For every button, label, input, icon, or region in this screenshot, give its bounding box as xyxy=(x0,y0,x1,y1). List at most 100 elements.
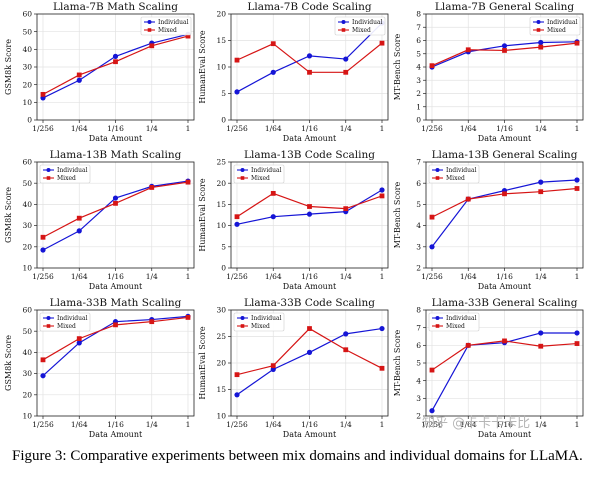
data-point-mixed xyxy=(343,206,349,212)
y-tick-label: 6 xyxy=(416,36,421,45)
watermark: 知乎 @卡卡卡卡比 xyxy=(422,416,531,431)
y-tick-label: 10 xyxy=(22,264,32,273)
y-tick-label: 20 xyxy=(22,242,32,251)
data-point-mixed xyxy=(113,59,118,65)
data-point-mixed xyxy=(429,367,435,373)
data-point-mixed xyxy=(185,33,191,39)
data-point-mixed xyxy=(234,214,240,220)
legend-label: Mixed xyxy=(158,27,177,34)
data-point-individual xyxy=(234,392,240,398)
y-tick-label: 10 xyxy=(216,412,226,421)
data-point-individual xyxy=(538,39,544,46)
data-point-individual xyxy=(112,195,119,201)
y-tick-label: 7 xyxy=(416,323,421,332)
data-point-mixed xyxy=(465,342,471,348)
chart-title: Llama-7B Math Scaling xyxy=(53,1,178,13)
x-axis-label: Data Amount xyxy=(283,282,337,291)
y-tick-label: 1 xyxy=(416,102,421,111)
data-point-mixed xyxy=(429,63,435,69)
x-tick-label: 1/64 xyxy=(265,124,282,133)
data-point-mixed xyxy=(502,48,507,53)
data-point-individual xyxy=(270,214,276,220)
x-tick-label: 1 xyxy=(186,272,191,281)
data-point-mixed xyxy=(40,91,46,97)
y-tick-label: 7 xyxy=(416,23,421,32)
y-tick-label: 0 xyxy=(27,116,32,125)
data-point-mixed xyxy=(538,343,544,349)
x-tick-label: 1/16 xyxy=(301,272,318,281)
legend-label: Mixed xyxy=(446,175,465,182)
data-point-mixed xyxy=(307,69,312,75)
legend-marker xyxy=(536,20,541,24)
y-tick-label: 15 xyxy=(216,200,226,209)
legend-label: Mixed xyxy=(547,27,566,34)
legend-marker xyxy=(240,168,245,172)
chart-panel: Llama-33B General Scaling 1/256 1/64 1/16 1/… xyxy=(393,297,584,439)
data-point-individual xyxy=(40,247,46,253)
data-point-individual xyxy=(76,340,82,346)
x-tick-label: 1/256 xyxy=(226,420,248,429)
data-point-mixed xyxy=(76,215,82,221)
data-point-individual xyxy=(234,89,240,95)
y-tick-label: 40 xyxy=(22,45,32,54)
y-axis-label: MT-Bench Score xyxy=(393,330,402,397)
data-point-mixed xyxy=(574,40,580,46)
y-tick-label: 50 xyxy=(22,179,32,188)
x-tick-label: 1/4 xyxy=(146,272,158,281)
y-tick-label: 40 xyxy=(22,200,32,209)
y-tick-label: 8 xyxy=(416,10,421,19)
y-axis-label: GSM8k Score xyxy=(4,39,13,95)
y-axis-label: HumanEval Score xyxy=(198,326,207,399)
y-tick-label: 3 xyxy=(416,242,421,251)
legend-marker xyxy=(240,324,245,328)
x-tick-label: 1/4 xyxy=(535,420,547,429)
data-point-mixed xyxy=(40,234,46,240)
data-point-mixed xyxy=(76,336,82,342)
y-tick-label: 20 xyxy=(216,179,226,188)
y-tick-label: 8 xyxy=(416,306,421,315)
x-tick-label: 1 xyxy=(575,420,580,429)
y-tick-label: 4 xyxy=(416,376,421,385)
y-tick-label: 5 xyxy=(221,242,226,251)
data-point-mixed xyxy=(270,363,276,369)
data-point-mixed xyxy=(343,347,349,353)
data-point-mixed xyxy=(307,204,312,209)
data-point-individual xyxy=(379,187,385,193)
x-tick-label: 1/64 xyxy=(460,420,477,429)
x-axis-label: Data Amount xyxy=(478,282,532,291)
data-point-mixed xyxy=(574,186,580,191)
x-tick-label: 1 xyxy=(575,272,580,281)
data-point-individual xyxy=(429,244,435,250)
data-point-individual xyxy=(429,408,435,414)
y-tick-label: 50 xyxy=(22,27,32,36)
x-tick-label: 1/16 xyxy=(496,124,513,133)
y-tick-label: 15 xyxy=(216,36,226,45)
figure-caption: Figure 3: Comparative experiments betwee… xyxy=(12,448,583,464)
data-point-mixed xyxy=(429,214,435,220)
x-tick-label: 1 xyxy=(575,124,580,133)
legend-label: Individual xyxy=(446,315,477,322)
x-axis-label: Data Amount xyxy=(283,430,337,439)
x-tick-label: 1/64 xyxy=(460,124,477,133)
data-point-mixed xyxy=(113,200,118,206)
y-axis-label: MT-Bench Score xyxy=(393,34,402,101)
x-tick-label: 1/16 xyxy=(107,420,124,429)
chart-panel: Llama-7B General Scaling 1/256 1/64 1/16 1/4… xyxy=(393,1,584,143)
legend-marker xyxy=(536,28,541,32)
x-tick-label: 1/4 xyxy=(535,272,547,281)
legend-marker xyxy=(147,28,152,32)
x-tick-label: 1/4 xyxy=(340,272,352,281)
chart-panel: Llama-13B General Scaling 1/256 1/64 1/16 1/… xyxy=(393,149,584,291)
data-point-individual xyxy=(574,330,580,336)
y-tick-label: 4 xyxy=(416,63,421,72)
y-tick-label: 50 xyxy=(22,327,32,336)
chart-panel: Llama-33B Math Scaling 1/256 1/64 1/16 1/4 1 1… xyxy=(4,297,195,439)
data-point-mixed xyxy=(502,338,507,344)
data-point-mixed xyxy=(343,69,349,75)
y-tick-label: 0 xyxy=(416,116,421,125)
x-tick-label: 1/4 xyxy=(146,124,158,133)
